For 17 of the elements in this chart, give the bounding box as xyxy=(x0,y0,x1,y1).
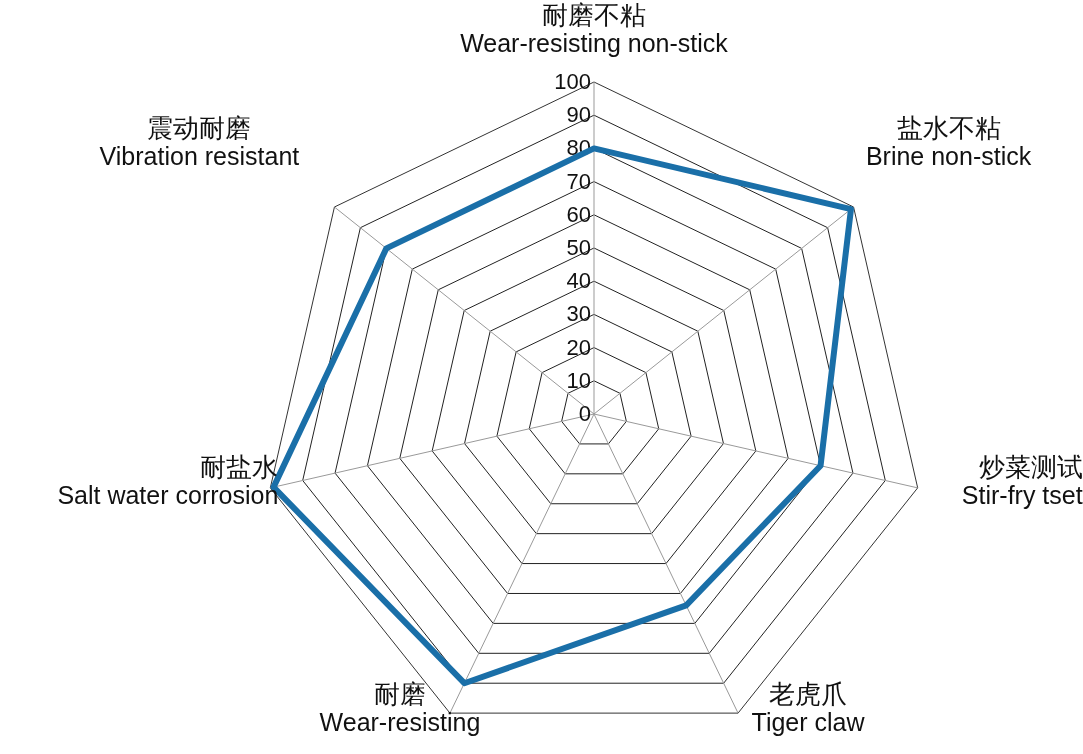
spoke-label: 炒菜测试 Stir-fry tset xyxy=(961,451,1083,509)
y-tick-label: 40 xyxy=(566,268,591,294)
y-tick-label: 0 xyxy=(578,401,591,426)
spoke-label: 震动耐磨 Vibration resistant xyxy=(99,113,300,170)
y-tick-label: 70 xyxy=(566,168,591,194)
y-tick-label: 50 xyxy=(566,235,591,260)
y-tick-label: 10 xyxy=(566,367,591,393)
y-tick-label: 60 xyxy=(566,201,591,227)
y-tick-label: 90 xyxy=(566,102,591,128)
y-tick-label: 100 xyxy=(554,69,591,94)
spoke-label: 耐磨不粘 Wear-resisting non-stick xyxy=(460,0,729,57)
spoke-label: 盐水不粘 Brine non-stick xyxy=(865,113,1032,170)
y-tick-label: 20 xyxy=(566,334,591,360)
spoke-label: 老虎爪 Tiger claw xyxy=(751,679,866,737)
y-tick-label: 30 xyxy=(566,301,591,327)
spoke-label: 耐磨 Wear-resisting xyxy=(319,679,481,737)
spoke-label: 耐盐水 Salt water corrosion xyxy=(57,451,279,509)
